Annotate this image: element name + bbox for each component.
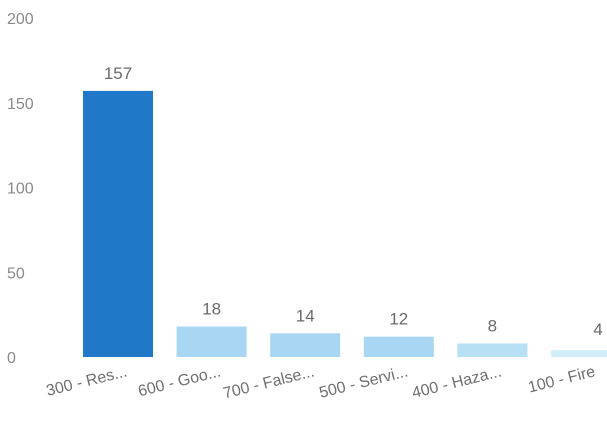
y-tick-label: 0: [7, 350, 16, 367]
x-tick-label: 300 - Res...: [45, 363, 129, 400]
x-tick-label: 700 - False...: [221, 363, 316, 402]
y-axis: 0 50 100 150 200: [7, 11, 34, 367]
data-label: 4: [593, 320, 602, 339]
data-label: 8: [488, 316, 497, 335]
bar[interactable]: [176, 326, 247, 357]
data-label: 157: [104, 64, 132, 83]
data-labels: 157 18 14 12 8 4: [104, 64, 603, 339]
bar[interactable]: [363, 336, 434, 357]
data-label: 12: [389, 310, 408, 329]
y-tick-label: 200: [7, 11, 34, 28]
x-tick-label: 100 - Fire: [526, 363, 597, 396]
bars: [83, 90, 607, 357]
data-label: 18: [202, 299, 221, 318]
x-tick-label: 600 - Goo...: [136, 363, 222, 400]
y-tick-label: 150: [7, 96, 34, 113]
x-tick-label: 400 - Haza...: [410, 363, 503, 402]
data-label: 14: [296, 306, 315, 325]
y-tick-label: 100: [7, 181, 34, 198]
bar[interactable]: [270, 333, 341, 357]
bar[interactable]: [551, 350, 607, 357]
x-tick-label: 500 - Servi...: [318, 363, 410, 401]
x-axis: 300 - Res... 600 - Goo...700 - False... 50…: [45, 363, 597, 402]
y-tick-label: 50: [7, 265, 25, 282]
bar[interactable]: [457, 343, 528, 357]
bar[interactable]: [83, 90, 153, 357]
